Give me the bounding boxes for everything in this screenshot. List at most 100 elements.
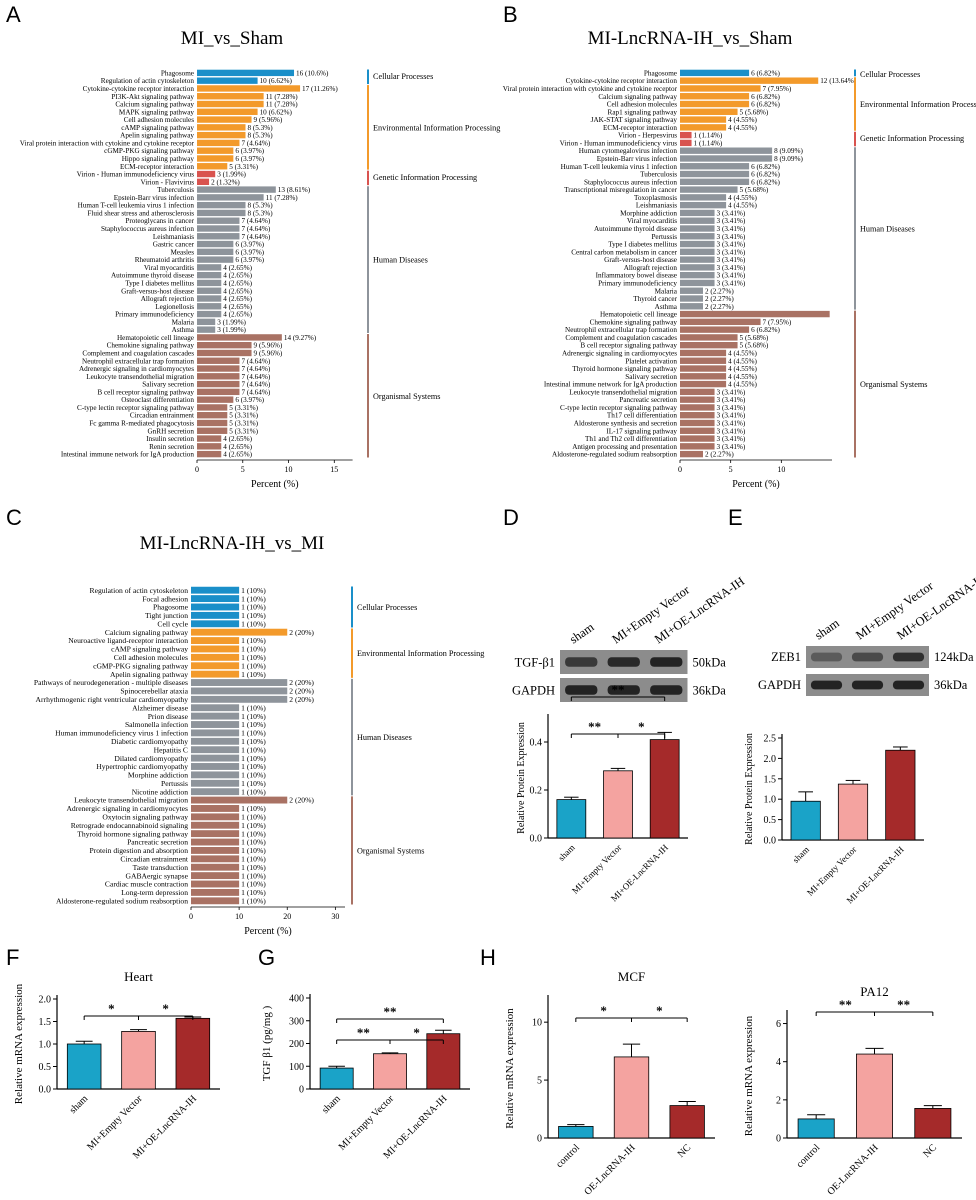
row-label-C-37: Aldosterone-regulated sodium reabsorptio… xyxy=(56,896,188,905)
value-label-C-24: 1 (10%) xyxy=(241,787,266,796)
bar-C-13 xyxy=(191,695,288,703)
value-label-B-14: 6 (6.82%) xyxy=(751,178,780,186)
value-label-C-18: 1 (10%) xyxy=(241,737,266,746)
value-label-B-2: 7 (7.95%) xyxy=(763,85,792,93)
value-label-C-5: 2 (20%) xyxy=(289,628,314,637)
bar-C-21 xyxy=(191,763,240,770)
x-axis-label-B: Percent (%) xyxy=(732,479,779,490)
chart-title-C: MI-LncRNA-IH_vs_MI xyxy=(140,533,325,554)
bar-C-31 xyxy=(191,846,240,854)
panel-letter-e: E xyxy=(728,505,743,530)
row-label-B-29: Thyroid cancer xyxy=(633,295,677,303)
blot-band-D-0-2 xyxy=(650,657,683,667)
y-tick-label-H2-1: 2 xyxy=(776,1095,781,1106)
bar-C-26 xyxy=(191,805,240,812)
category-label-B-3: Human Diseases xyxy=(860,224,915,233)
bar-B-45 xyxy=(680,419,715,427)
sig-star-H2-1: ** xyxy=(897,997,910,1012)
row-label-C-33: Taste transduction xyxy=(133,863,189,872)
y-tick-label-H2-0: 0 xyxy=(776,1134,781,1145)
row-label-A-13: Virion - Human immunodeficiency virus xyxy=(77,171,195,179)
value-label-B-26: 3 (3.41%) xyxy=(717,272,746,280)
value-label-A-45: 5 (3.31%) xyxy=(229,420,258,428)
bar-B-28 xyxy=(680,287,704,294)
bar-B-23 xyxy=(680,248,715,256)
row-label-B-10: Human cytomegalovirus infection xyxy=(579,147,678,155)
value-label-C-6: 1 (10%) xyxy=(241,636,266,645)
value-label-C-11: 2 (20%) xyxy=(289,678,314,687)
row-label-C-15: Prion disease xyxy=(148,712,189,721)
row-label-C-35: Cardiac muscle contraction xyxy=(105,880,188,889)
value-label-A-29: 4 (2.65%) xyxy=(223,295,252,303)
bar-B-13 xyxy=(680,170,750,178)
value-label-B-1: 12 (13.64%) xyxy=(820,77,857,85)
value-label-A-30: 4 (2.65%) xyxy=(223,303,252,311)
bar-A-18 xyxy=(197,209,246,217)
chart-title-A: MI_vs_Sham xyxy=(181,28,284,49)
value-label-C-2: 1 (10%) xyxy=(241,603,266,612)
value-label-C-26: 1 (10%) xyxy=(241,804,266,813)
value-label-B-6: 4 (4.55%) xyxy=(728,116,757,124)
row-label-B-40: Intestinal immune network for IgA produc… xyxy=(544,381,678,389)
bar-B-46 xyxy=(680,427,715,434)
value-label-B-17: 4 (4.55%) xyxy=(728,202,757,210)
bar-A-2 xyxy=(197,85,301,92)
bar-D-1 xyxy=(603,770,633,839)
row-label-B-46: IL-17 signaling pathway xyxy=(606,427,677,435)
value-label-A-22: 6 (3.97%) xyxy=(235,241,264,249)
x-tick-label-E-1: MI+Empty Vector xyxy=(805,844,858,897)
category-label-C-0: Cellular Processes xyxy=(357,603,417,612)
value-label-C-16: 1 (10%) xyxy=(241,720,266,729)
value-label-A-39: 7 (4.64%) xyxy=(241,373,270,381)
bar-C-7 xyxy=(191,645,240,653)
row-label-A-28: Graft-versus-host disease xyxy=(121,287,194,295)
row-label-C-7: cAMP signaling pathway xyxy=(111,645,188,654)
row-label-C-11: Pathways of neurodegeneration - multiple… xyxy=(34,678,188,687)
value-label-B-27: 3 (3.41%) xyxy=(717,279,746,287)
bar-A-8 xyxy=(197,131,246,139)
x-tick-label-H2-0: control xyxy=(794,1142,822,1170)
y-axis-label-D: Relative Protein Expression xyxy=(516,722,527,834)
y-tick-label-E-5: 2.5 xyxy=(764,734,777,745)
blot-band-E-0-2 xyxy=(892,652,925,662)
row-label-A-43: C-type lectin receptor signaling pathway xyxy=(77,404,194,412)
bar-A-3 xyxy=(197,93,264,100)
y-tick-label-F-4: 2.0 xyxy=(39,995,52,1006)
row-label-A-29: Allograft rejection xyxy=(141,295,195,303)
row-label-A-11: Hippo signaling pathway xyxy=(122,155,195,163)
blot-band-D-0-1 xyxy=(607,657,640,667)
bar-A-11 xyxy=(197,155,234,162)
row-label-C-32: Circadian entrainment xyxy=(120,854,189,863)
x-tick-label-H1-0: control xyxy=(554,1142,582,1170)
category-label-A-0: Cellular Processes xyxy=(373,72,433,81)
bar-B-7 xyxy=(680,124,727,131)
bar-C-9 xyxy=(191,662,240,670)
value-label-B-20: 3 (3.41%) xyxy=(717,225,746,233)
bar-H1-0 xyxy=(558,1126,594,1139)
panel-letter-a: A xyxy=(6,2,21,27)
row-label-A-42: Osteoclast differentiation xyxy=(121,396,194,404)
value-label-B-0: 6 (6.82%) xyxy=(751,69,780,77)
bar-E-2 xyxy=(885,749,916,841)
bar-A-4 xyxy=(197,100,264,108)
row-label-A-45: Fc gamma R-mediated phagocytosis xyxy=(89,420,194,428)
value-label-A-38: 7 (4.64%) xyxy=(241,365,270,373)
bar-B-21 xyxy=(680,233,715,240)
value-label-A-35: 9 (5.96%) xyxy=(254,342,283,350)
x-tick-label-A-2: 10 xyxy=(285,465,293,474)
row-label-C-17: Human immunodeficiency virus 1 infection xyxy=(55,729,188,738)
value-label-A-3: 11 (7.28%) xyxy=(266,93,299,101)
value-label-C-19: 1 (10%) xyxy=(241,745,266,754)
bar-A-17 xyxy=(197,201,246,209)
value-label-A-13: 3 (1.99%) xyxy=(217,171,246,179)
size-label-E-1: 36kDa xyxy=(934,678,968,692)
sig-star-H1-1: * xyxy=(656,1003,663,1018)
row-label-C-10: Apelin signaling pathway xyxy=(110,670,188,679)
value-label-A-24: 6 (3.97%) xyxy=(235,256,264,264)
value-label-A-28: 4 (2.65%) xyxy=(223,287,252,295)
row-label-B-18: Morphine addiction xyxy=(620,209,677,217)
bar-A-42 xyxy=(197,396,234,403)
bar-A-33 xyxy=(197,326,216,333)
value-label-A-31: 4 (2.65%) xyxy=(223,311,252,319)
row-label-B-44: Th17 cell differentiation xyxy=(607,412,678,420)
